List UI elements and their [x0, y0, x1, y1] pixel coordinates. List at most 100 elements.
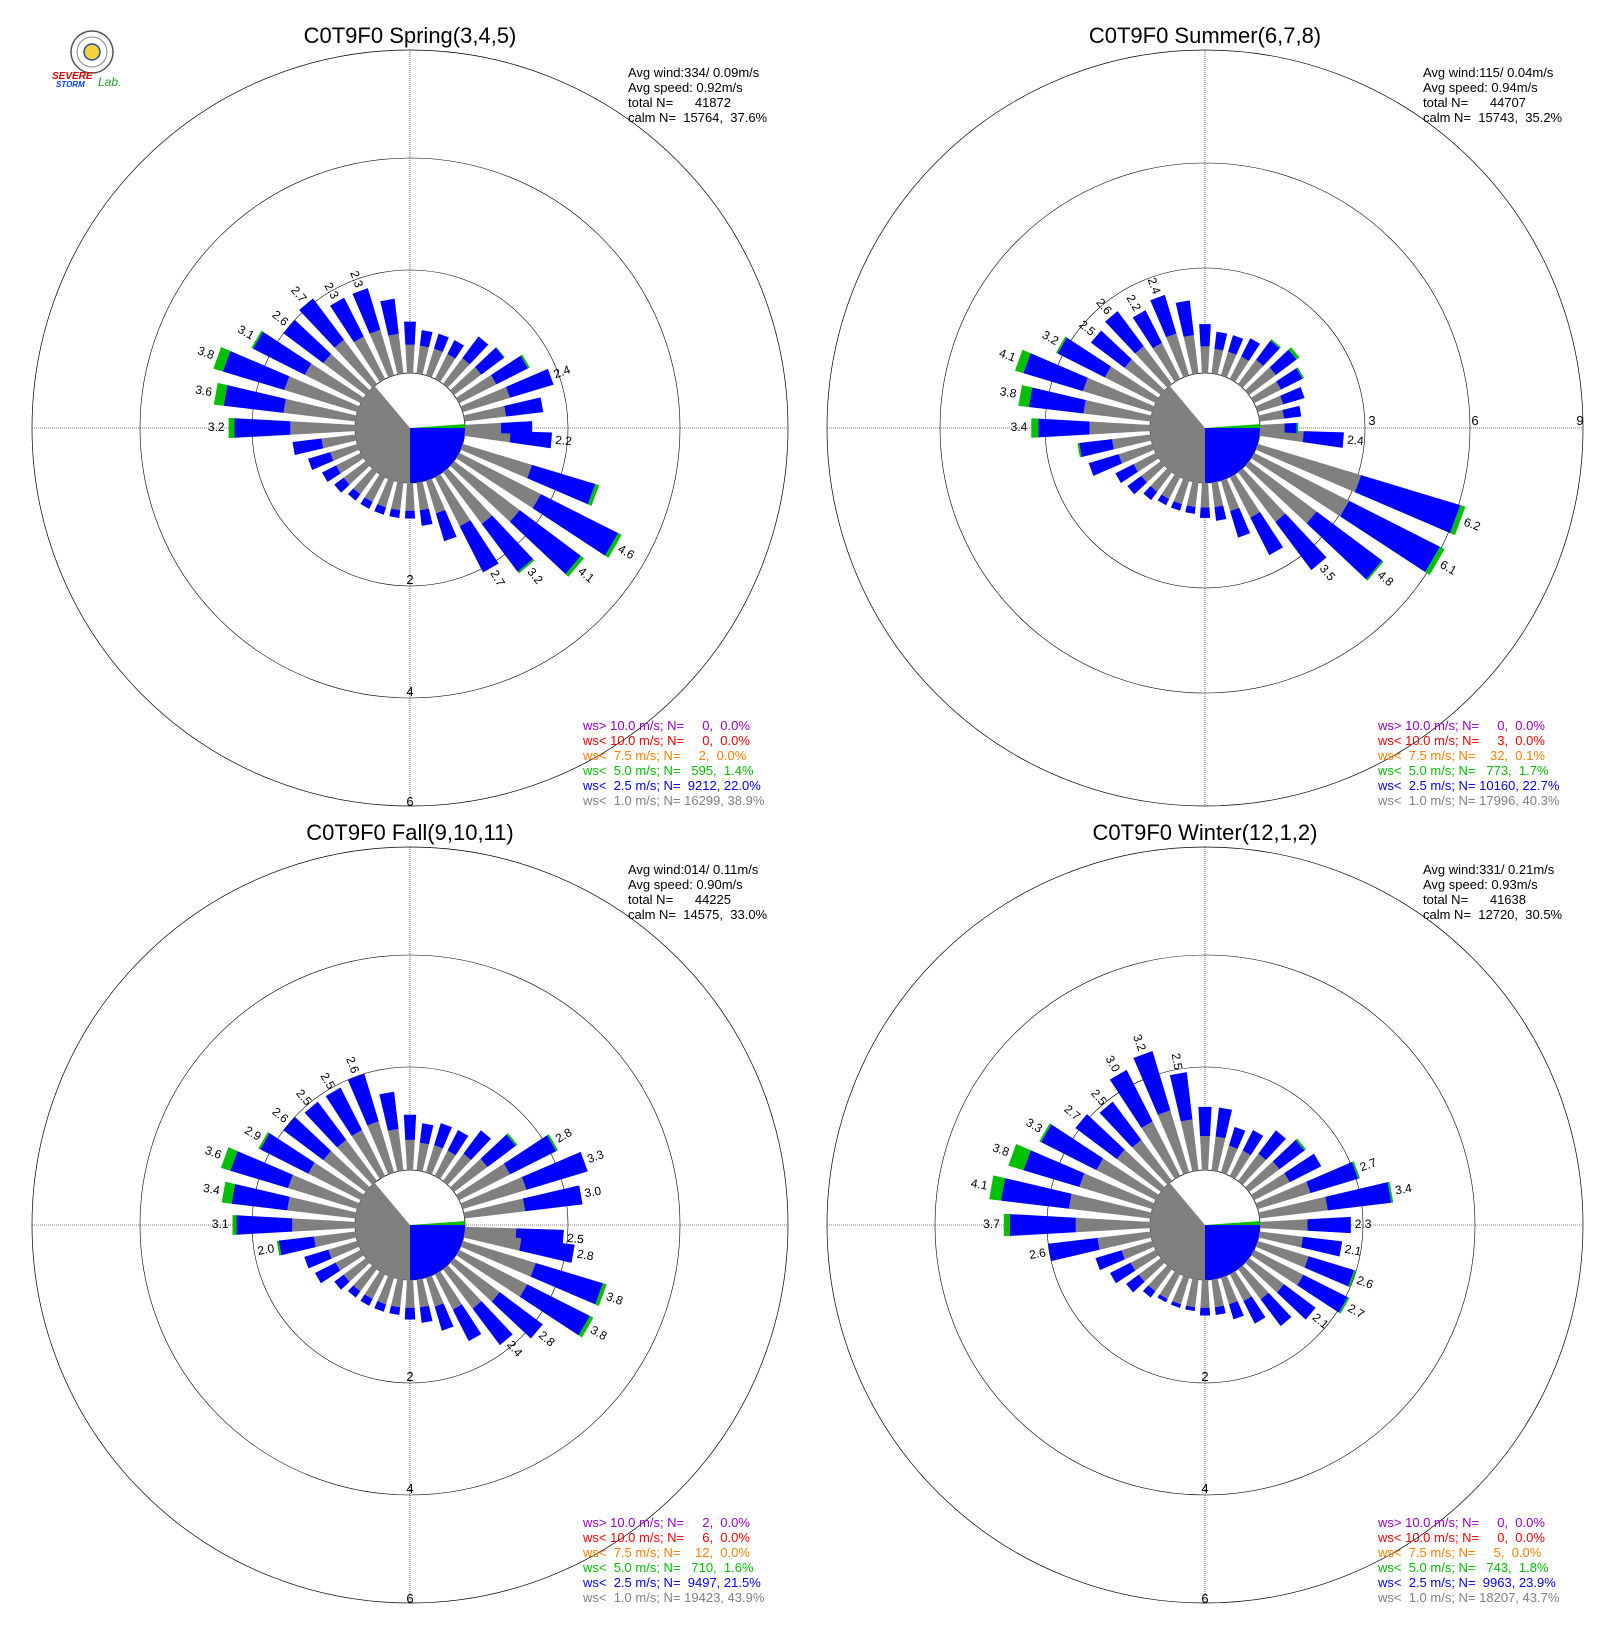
bar-green-segment	[1077, 443, 1082, 458]
bar-blue-segment	[1302, 431, 1344, 448]
bar-value-label: 2.7	[1345, 1301, 1367, 1322]
bar-blue-segment	[1142, 1285, 1156, 1298]
logo: SEVERE STORM Lab.	[52, 30, 121, 89]
bar-blue-segment	[260, 1133, 315, 1174]
bar-blue-segment	[1075, 1114, 1125, 1159]
bar-blue-segment	[1242, 1129, 1264, 1156]
bar-value-label: 4.1	[970, 1176, 989, 1193]
bar-blue-segment	[1105, 311, 1144, 354]
ring-label: 6	[406, 794, 413, 809]
bar-gray-segment	[323, 353, 370, 396]
bar-gray-segment	[442, 468, 493, 524]
calm-sector-green	[410, 424, 465, 428]
bar-gray-segment	[1075, 1217, 1151, 1233]
bar-gray-segment	[1259, 1219, 1308, 1231]
polar-ring-outer	[826, 846, 1584, 1604]
bar-blue-segment	[1297, 1274, 1348, 1313]
bar-gray-segment	[434, 1150, 456, 1179]
bar-blue-segment	[1250, 512, 1284, 556]
stats-line: total N= 41872	[628, 95, 731, 110]
bar-blue-segment	[222, 350, 290, 391]
bar-value-label: 2.7	[1061, 1102, 1083, 1124]
bar-value-label: 2.2	[555, 433, 573, 448]
bar-blue-segment	[1170, 1301, 1182, 1308]
bar-green-segment	[1288, 347, 1300, 360]
bar-gray-segment	[1245, 1257, 1285, 1293]
bar-gray-segment	[1121, 1240, 1155, 1260]
polar-ring	[139, 954, 681, 1496]
bar-gray-segment	[442, 1265, 482, 1309]
legend-entry: ws< 10.0 m/s; N= 3, 0.0%	[1377, 733, 1545, 748]
bar-value-label: 3.2	[524, 565, 546, 587]
stats-line: total N= 44225	[628, 892, 731, 907]
bar-blue-segment	[1028, 387, 1086, 414]
bar-blue-segment	[419, 508, 433, 526]
bar-blue-segment	[521, 1151, 588, 1190]
bar-gray-segment	[1220, 478, 1240, 512]
bar-gray-segment	[343, 1257, 370, 1282]
bar-gray-segment	[1138, 1257, 1165, 1282]
bar-value-label: 2.5	[293, 1086, 315, 1108]
bar-green-segment	[1295, 1138, 1307, 1151]
bar-blue-segment	[500, 421, 533, 435]
bar-blue-segment	[1199, 324, 1211, 347]
bar-blue-segment	[1228, 1126, 1246, 1149]
bar-gray-segment	[1141, 1121, 1181, 1179]
bar-green-segment	[213, 382, 228, 406]
bar-value-label: 3.7	[983, 1217, 1000, 1231]
bar-blue-segment	[1307, 1216, 1351, 1234]
bar-gray-segment	[464, 422, 501, 434]
calm-sector-green	[410, 1221, 465, 1225]
bar-gray-segment	[367, 1121, 395, 1175]
bar-gray-segment	[456, 1249, 528, 1297]
bar-blue-segment	[389, 508, 401, 519]
bar-value-label: 2.0	[256, 1241, 275, 1258]
bar-blue-segment	[1115, 464, 1138, 484]
bar-blue-segment	[1340, 500, 1440, 573]
bar-gray-segment	[1229, 356, 1249, 382]
legend-entry: ws< 7.5 m/s; N= 32, 0.1%	[1377, 748, 1545, 763]
bar-green-segment	[213, 347, 231, 372]
bar-gray-segment	[1237, 468, 1286, 522]
bar-gray-segment	[353, 1265, 378, 1292]
bar-blue-segment	[1276, 1284, 1316, 1320]
bar-gray-segment	[1148, 1265, 1173, 1292]
speed-legend: ws> 10.0 m/s; N= 0, 0.0%ws< 10.0 m/s; N=…	[1377, 718, 1560, 808]
bar-green-segment	[276, 1240, 282, 1256]
bar-blue-segment	[299, 298, 344, 348]
bar-gray-segment	[1245, 460, 1317, 524]
bar-blue-segment	[1199, 1307, 1211, 1316]
stats-line: calm N= 15764, 37.6%	[628, 110, 768, 125]
bar-blue-segment	[379, 1091, 399, 1131]
stats-line: Avg wind:115/ 0.04m/s	[1423, 65, 1554, 80]
bar-value-label: 2.5	[317, 1070, 338, 1092]
bar-gray-segment	[323, 1150, 370, 1193]
bar-gray-segment	[434, 474, 471, 527]
bar-gray-segment	[434, 1271, 462, 1310]
bar-value-label: 2.6	[1093, 296, 1115, 318]
bar-value-label: 3.8	[604, 1289, 625, 1308]
bar-green-segment	[1450, 505, 1466, 536]
bar-blue-segment	[1038, 418, 1090, 438]
bar-gray-segment	[1118, 443, 1155, 464]
bar-value-label: 2.8	[553, 1125, 575, 1146]
bar-blue-segment	[374, 504, 387, 515]
bar-gray-segment	[313, 1231, 357, 1248]
bar-value-label: 3.4	[202, 1181, 221, 1198]
ring-label: 4	[1201, 1481, 1208, 1496]
speed-legend: ws> 10.0 m/s; N= 2, 0.0%ws< 10.0 m/s; N=…	[582, 1515, 765, 1605]
bar-value-label: 2.3	[321, 280, 342, 302]
polar-ring	[139, 157, 681, 699]
bar-blue-segment	[434, 1303, 454, 1331]
stats-line: Avg wind:331/ 0.21m/s	[1423, 862, 1555, 877]
bar-green-segment	[232, 1215, 237, 1235]
bar-gray-segment	[425, 348, 443, 378]
bar-green-segment	[1031, 418, 1039, 438]
bar-value-label: 2.6	[269, 1104, 291, 1126]
calm-sector-green	[1205, 424, 1260, 428]
legend-entry: ws< 1.0 m/s; N= 17996, 40.3%	[1377, 793, 1560, 808]
bar-blue-segment	[530, 1262, 603, 1305]
bar-gray-segment	[1220, 1145, 1238, 1175]
bar-green-segment	[1039, 1123, 1052, 1143]
